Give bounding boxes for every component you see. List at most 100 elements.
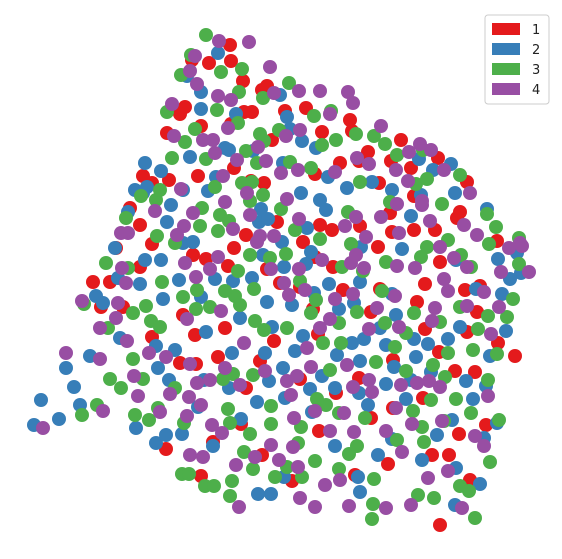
point-series-4 (433, 240, 447, 254)
point-series-3 (268, 470, 282, 484)
point-series-4 (203, 262, 217, 276)
point-series-1 (312, 424, 326, 438)
point-series-4 (248, 450, 262, 464)
point-series-4 (214, 304, 228, 318)
point-series-1 (453, 205, 467, 219)
point-series-4 (292, 212, 306, 226)
point-series-2 (294, 186, 308, 200)
point-series-4 (292, 262, 306, 276)
point-series-3 (182, 467, 196, 481)
point-series-2 (379, 377, 393, 391)
point-series-3 (378, 137, 392, 151)
point-series-1 (239, 228, 253, 242)
point-series-2 (264, 487, 278, 501)
point-series-3 (323, 363, 337, 377)
point-series-3 (155, 275, 169, 289)
point-series-4 (230, 153, 244, 167)
point-series-2 (353, 275, 367, 289)
point-series-4 (218, 195, 232, 209)
point-series-4 (212, 34, 226, 48)
point-series-3 (449, 392, 463, 406)
point-series-4 (292, 84, 306, 98)
point-series-3 (99, 256, 113, 270)
point-series-2 (288, 344, 302, 358)
point-series-3 (379, 255, 393, 269)
point-series-4 (127, 369, 141, 383)
point-series-3 (223, 416, 237, 430)
point-series-2 (404, 209, 418, 223)
point-series-3 (103, 372, 117, 386)
point-series-4 (264, 262, 278, 276)
point-series-2 (154, 253, 168, 267)
point-series-1 (191, 169, 205, 183)
point-series-4 (441, 284, 455, 298)
point-series-1 (173, 107, 187, 121)
point-series-3 (329, 133, 343, 147)
point-series-4 (470, 228, 484, 242)
point-series-4 (315, 253, 329, 267)
point-series-4 (218, 361, 232, 375)
point-series-4 (293, 491, 307, 505)
point-series-4 (170, 228, 184, 242)
point-series-4 (36, 421, 50, 435)
point-series-4 (120, 334, 134, 348)
point-series-4 (186, 206, 200, 220)
legend-swatch-2 (492, 43, 520, 55)
point-series-4 (109, 311, 123, 325)
point-series-4 (96, 404, 110, 418)
point-series-3 (246, 368, 260, 382)
point-series-2 (260, 295, 274, 309)
point-series-3 (390, 148, 404, 162)
point-series-4 (318, 478, 332, 492)
point-series-3 (256, 188, 270, 202)
point-series-4 (515, 239, 529, 253)
point-series-2 (351, 470, 365, 484)
point-series-2 (67, 380, 81, 394)
point-series-3 (239, 144, 253, 158)
point-series-4 (502, 241, 516, 255)
point-series-4 (457, 218, 471, 232)
point-series-1 (133, 218, 147, 232)
point-series-3 (142, 413, 156, 427)
point-series-4 (402, 145, 416, 159)
point-series-3 (367, 129, 381, 143)
point-series-1 (257, 176, 271, 190)
point-series-2 (277, 260, 291, 274)
point-series-4 (477, 439, 491, 453)
point-series-2 (183, 150, 197, 164)
point-series-1 (136, 169, 150, 183)
point-series-3 (264, 399, 278, 413)
point-series-3 (165, 151, 179, 165)
point-series-3 (512, 257, 526, 271)
point-series-4 (211, 89, 225, 103)
point-series-4 (359, 230, 373, 244)
point-series-2 (245, 271, 259, 285)
point-series-2 (304, 245, 318, 259)
point-series-1 (343, 113, 357, 127)
point-series-3 (315, 138, 329, 152)
point-series-3 (481, 373, 495, 387)
point-series-4 (183, 357, 197, 371)
point-series-4 (182, 390, 196, 404)
point-series-3 (208, 180, 222, 194)
point-series-4 (93, 321, 107, 335)
point-series-4 (390, 259, 404, 273)
point-series-2 (59, 361, 73, 375)
legend-label-2: 2 (532, 43, 540, 58)
point-series-4 (264, 438, 278, 452)
point-series-2 (353, 485, 367, 499)
point-series-3 (424, 393, 438, 407)
point-series-4 (267, 229, 281, 243)
point-series-4 (349, 248, 363, 262)
point-series-1 (508, 349, 522, 363)
point-series-3 (399, 364, 413, 378)
point-series-3 (309, 293, 323, 307)
point-series-4 (284, 388, 298, 402)
point-series-3 (316, 336, 330, 350)
point-series-4 (421, 471, 435, 485)
legend-swatch-3 (492, 63, 520, 75)
point-series-4 (404, 498, 418, 512)
point-series-3 (367, 472, 381, 486)
point-series-3 (480, 207, 494, 221)
point-series-3 (350, 305, 364, 319)
